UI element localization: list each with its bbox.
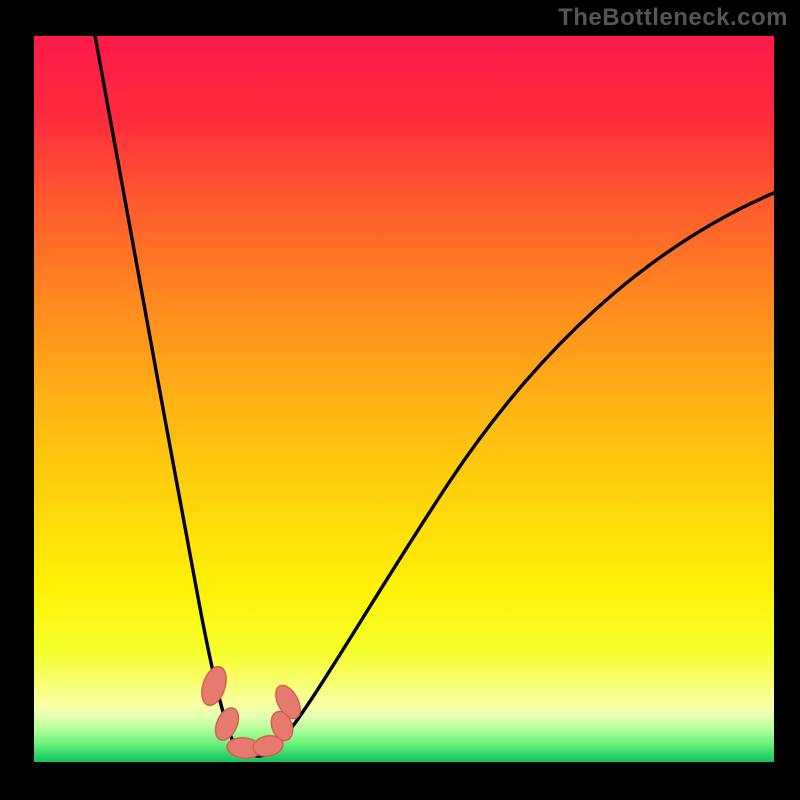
curve-right: [282, 192, 774, 740]
trough-marker: [197, 664, 230, 709]
trough-markers: [197, 664, 305, 760]
curve-layer: [34, 36, 774, 762]
attribution-label: TheBottleneck.com: [558, 4, 788, 32]
curve-left: [94, 36, 234, 744]
frame-left: [0, 0, 34, 800]
frame-bottom: [0, 762, 800, 800]
frame-right: [774, 0, 800, 800]
plot-area: [34, 36, 774, 762]
